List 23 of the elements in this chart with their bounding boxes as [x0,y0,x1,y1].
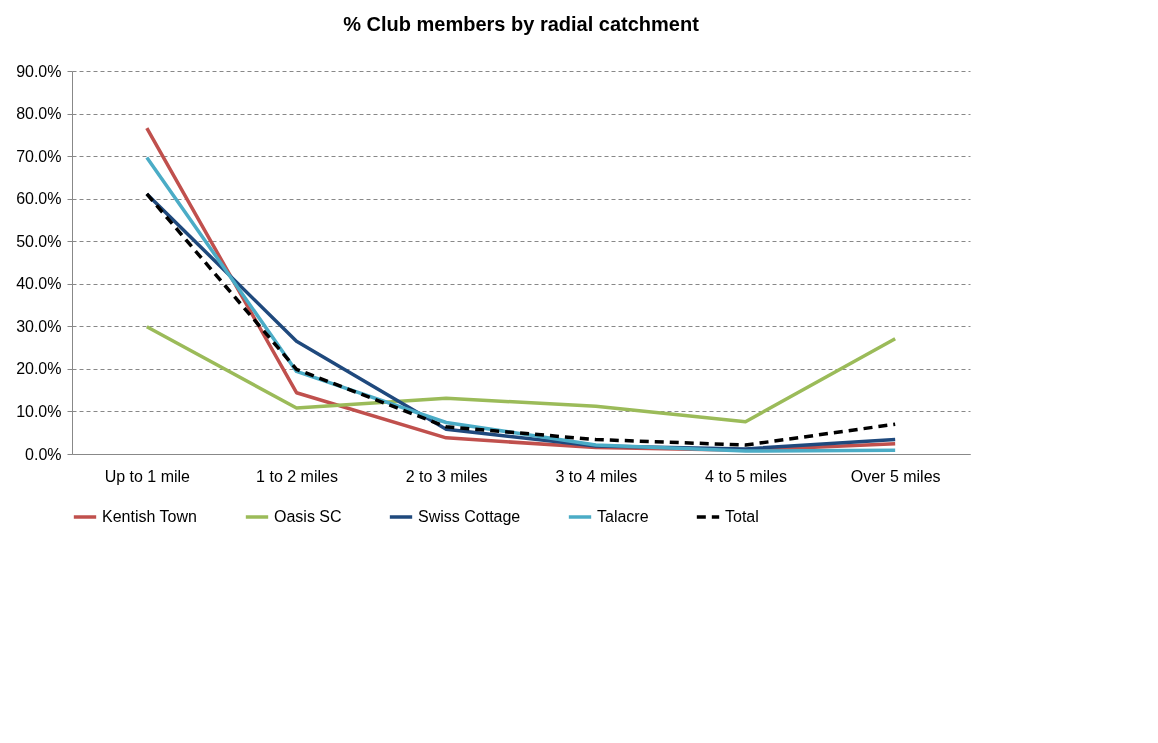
x-tick-label: Up to 1 mile [104,467,191,485]
y-tick-label: 10.0% [16,402,62,420]
y-tick-label: 90.0% [16,62,62,80]
y-tick-label: 50.0% [16,232,62,250]
x-tick-label: 1 to 2 miles [256,467,338,485]
y-tick-label: 0.0% [25,445,62,463]
y-tick-label: 20.0% [16,360,62,378]
y-tick-label: 40.0% [16,275,62,293]
legend-label: Talacre [597,508,649,525]
y-tick-label: 80.0% [16,105,62,123]
x-tick-label: Over 5 miles [850,467,941,485]
x-tick-label: 4 to 5 miles [705,467,787,485]
legend-label: Total [725,508,759,525]
legend-label: Kentish Town [102,508,197,525]
legend-label: Swiss Cottage [418,508,521,525]
y-tick-label: 70.0% [16,147,62,165]
chart-title: % Club members by radial catchment [343,13,700,35]
x-tick-label: 3 to 4 miles [555,467,638,485]
y-tick-label: 60.0% [16,190,62,208]
y-tick-label: 30.0% [16,317,62,335]
legend-label: Oasis SC [274,508,342,525]
x-tick-label: 2 to 3 miles [405,467,488,485]
line-series [145,325,897,424]
